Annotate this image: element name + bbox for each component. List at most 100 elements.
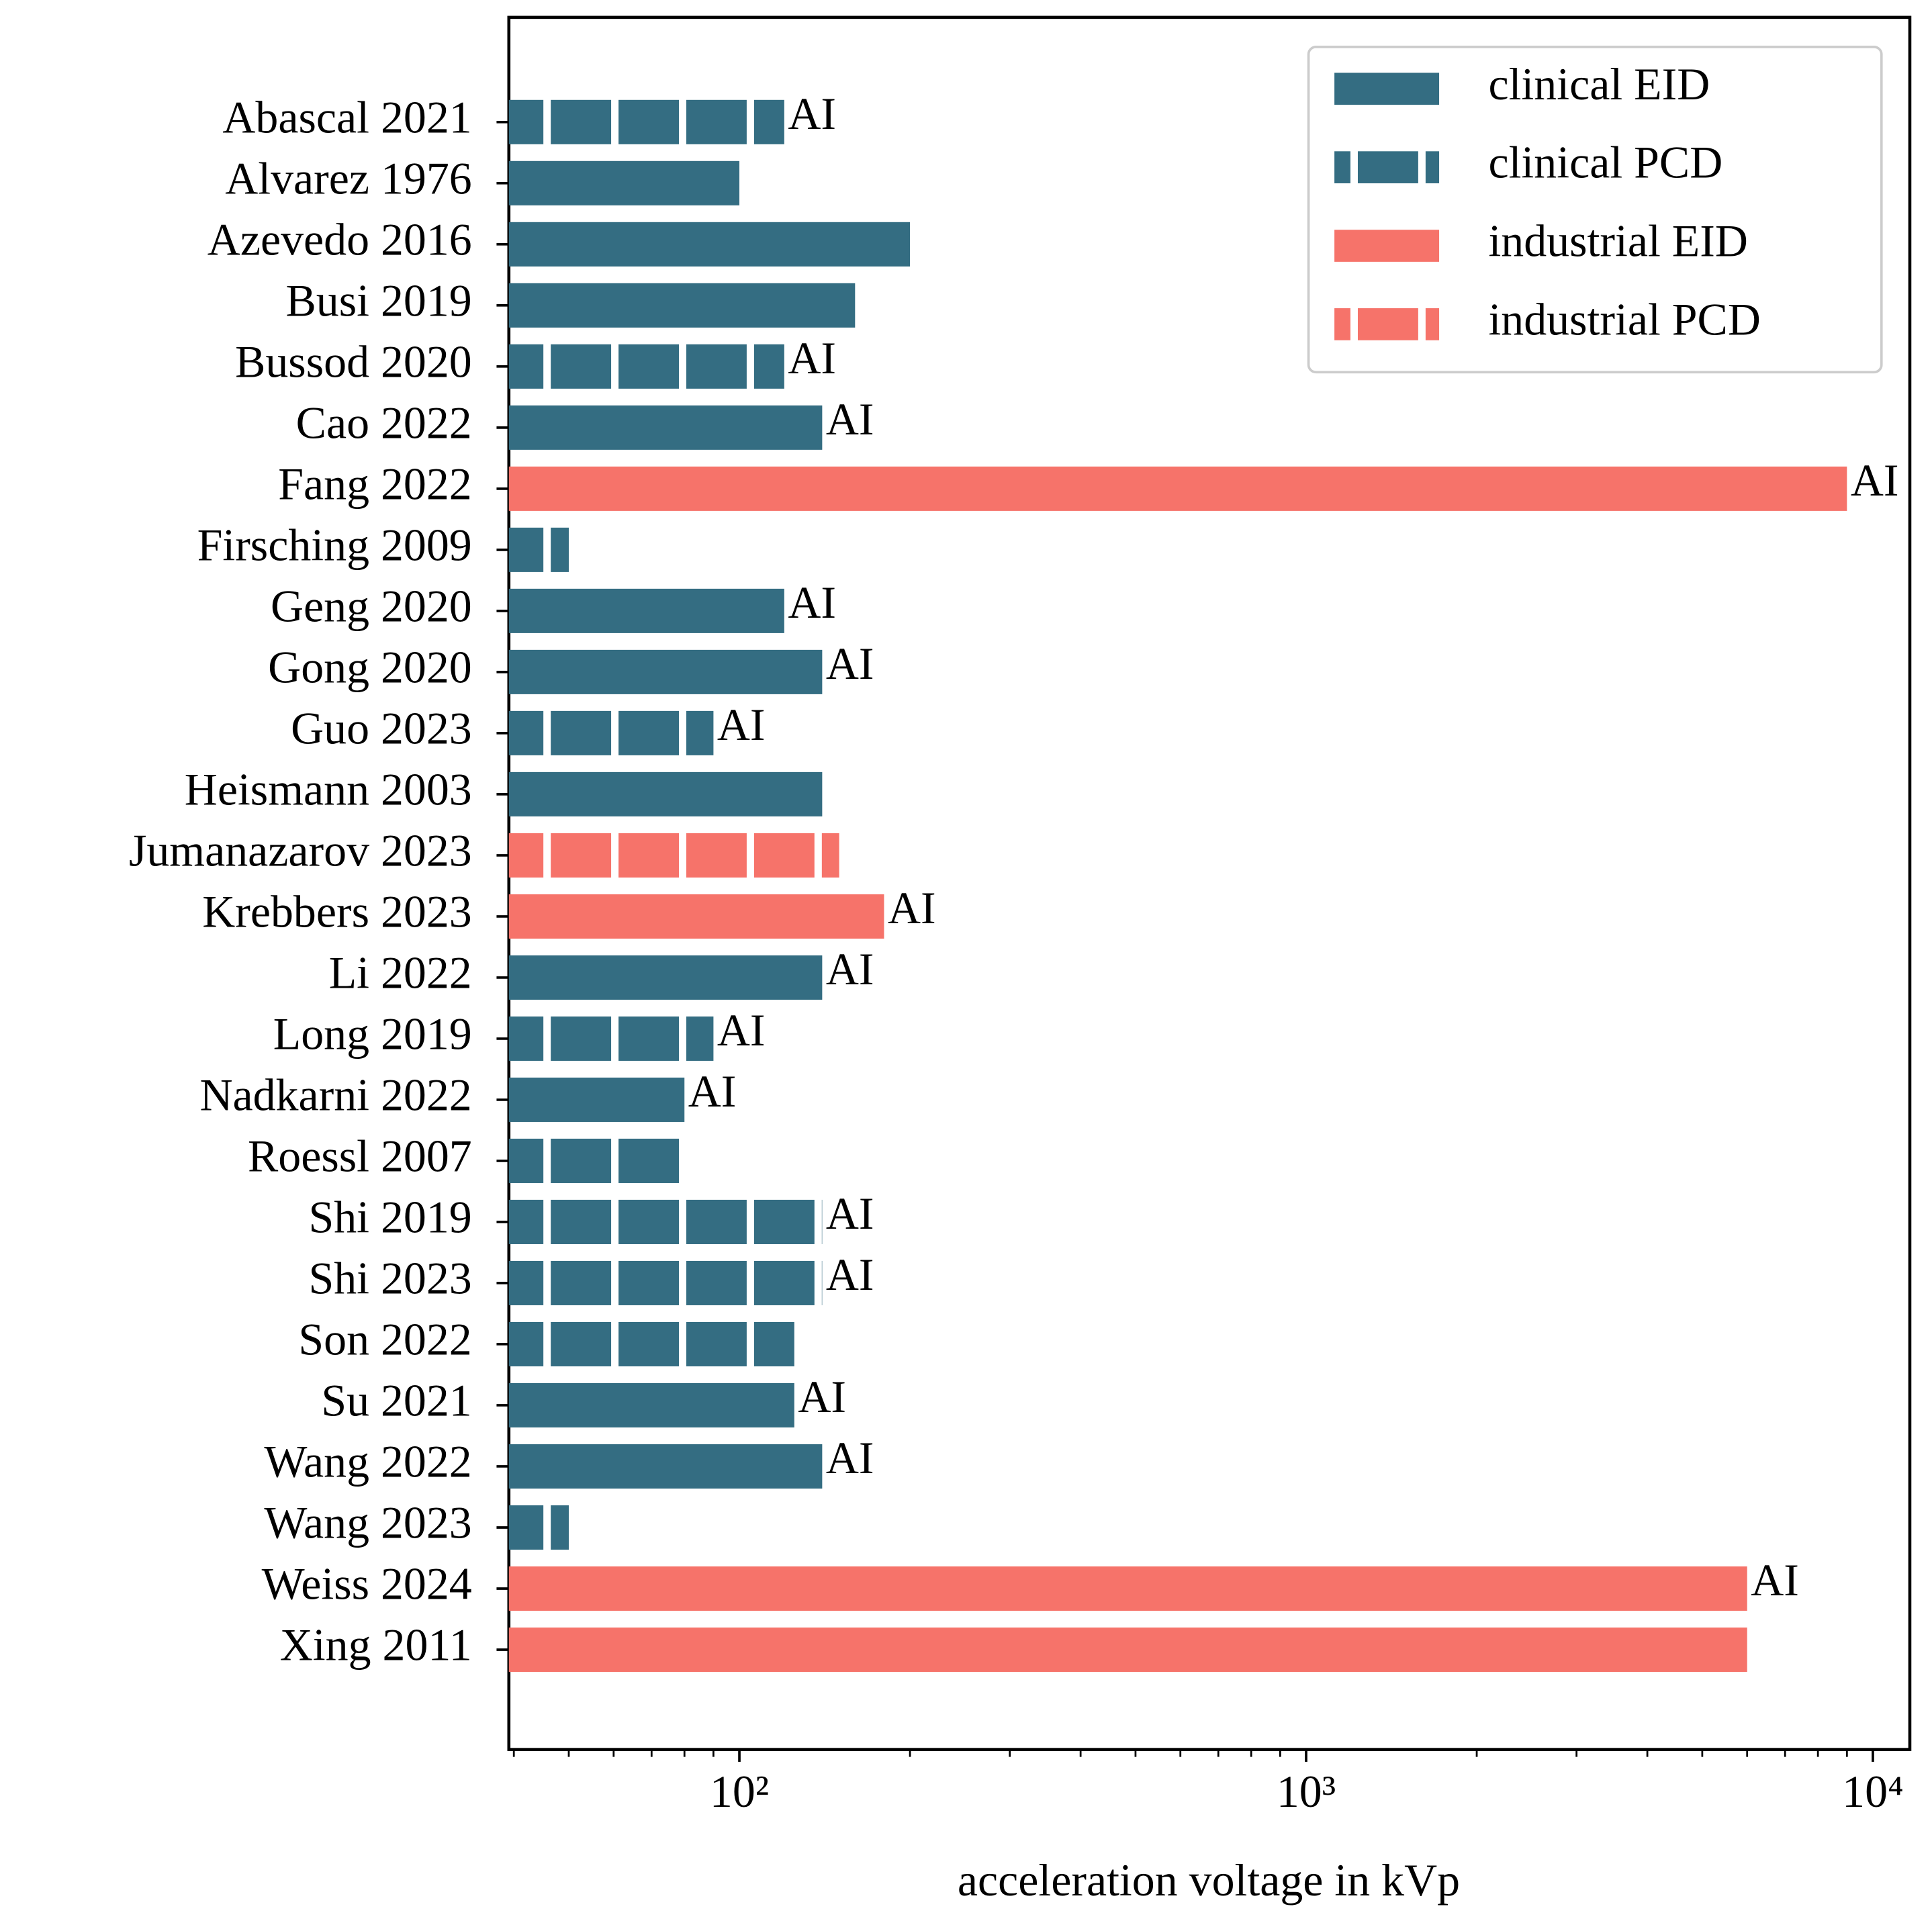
dash-gap [543, 1321, 551, 1368]
bar [508, 1627, 1747, 1673]
dash-gap [543, 1260, 551, 1307]
bar-annotation: AI [1751, 1555, 1799, 1605]
dash-gap [543, 832, 551, 879]
bar-annotation: AI [1851, 455, 1899, 506]
bar-annotation: AI [888, 883, 936, 933]
dash-gap [1418, 150, 1426, 185]
dash-gap [543, 342, 551, 390]
dash-gap [1350, 150, 1358, 185]
dash-gap [678, 1321, 686, 1368]
dash-gap [611, 1321, 619, 1368]
y-tick-label: Li 2022 [329, 947, 472, 998]
bar-annotation: AI [788, 333, 836, 383]
y-tick-label: Cao 2022 [296, 397, 472, 448]
dash-gap [746, 1260, 754, 1307]
dash-gap [678, 1015, 686, 1062]
bar-annotation: AI [717, 1005, 766, 1055]
y-tick-label: Su 2021 [321, 1376, 471, 1426]
y-tick-label: Firsching 2009 [197, 520, 472, 570]
legend-box [1307, 46, 1883, 374]
y-tick-label: Roessl 2007 [248, 1131, 472, 1182]
dash-gap [1350, 307, 1358, 342]
dash-gap [746, 1321, 754, 1368]
bar [508, 833, 839, 878]
bar [508, 771, 823, 816]
dash-gap [611, 98, 619, 146]
x-tick-label: 10² [710, 1767, 769, 1817]
y-tick-label: Guo 2023 [291, 703, 472, 753]
bar [508, 1077, 685, 1122]
bar [508, 1444, 823, 1489]
dash-gap [746, 342, 754, 390]
legend-label: industrial EID [1488, 216, 1747, 267]
bar [508, 1505, 569, 1550]
bar-annotation: AI [688, 1066, 737, 1117]
dash-gap [611, 1137, 619, 1184]
legend-label: industrial PCD [1488, 294, 1760, 344]
dash-gap [611, 710, 619, 757]
y-tick-label: Gong 2020 [268, 642, 472, 692]
x-axis-label: acceleration voltage in kVp [958, 1855, 1460, 1906]
dash-gap [678, 832, 686, 879]
dash-gap [543, 710, 551, 757]
y-tick-label: Long 2019 [273, 1009, 472, 1060]
bar [508, 160, 740, 205]
y-tick-label: Busi 2019 [286, 275, 472, 326]
legend-swatch [1334, 230, 1440, 262]
x-tick-label: 10³ [1277, 1767, 1336, 1817]
x-tick-label: 10⁴ [1842, 1767, 1904, 1817]
dash-gap [678, 1137, 686, 1184]
dash-gap [678, 342, 686, 390]
legend-swatch [1334, 73, 1440, 105]
y-tick-label: Shi 2023 [308, 1254, 471, 1304]
y-tick-label: Wang 2023 [264, 1498, 471, 1548]
y-tick-label: Abascal 2021 [222, 92, 471, 142]
y-tick-label: Heismann 2003 [185, 764, 472, 814]
bar [508, 894, 884, 939]
bar-annotation: AI [826, 394, 874, 444]
bar-annotation: AI [798, 1372, 846, 1422]
dash-gap [543, 1137, 551, 1184]
dash-gap [814, 1198, 822, 1246]
bar [508, 1382, 794, 1427]
dash-gap [611, 1015, 619, 1062]
y-tick-label: Son 2022 [298, 1315, 471, 1365]
bar-annotation: AI [826, 1433, 874, 1483]
plot-frame [507, 15, 1912, 1751]
bar-annotation: AI [717, 700, 766, 750]
y-tick-label: Geng 2020 [271, 581, 472, 631]
dash-gap [814, 832, 822, 879]
y-tick-label: Weiss 2024 [262, 1559, 472, 1609]
y-tick-label: Jumanazarov 2023 [129, 825, 472, 876]
bar-annotation: AI [788, 577, 836, 628]
dash-gap [543, 1504, 551, 1551]
dash-gap [543, 1015, 551, 1062]
dash-gap [814, 1260, 822, 1307]
dash-gap [611, 832, 619, 879]
dash-gap [746, 832, 754, 879]
y-tick-label: Azevedo 2016 [208, 214, 472, 265]
y-tick-label: Bussod 2020 [235, 336, 472, 387]
dash-gap [543, 1198, 551, 1246]
y-tick-label: Krebbers 2023 [202, 886, 471, 937]
dash-gap [678, 710, 686, 757]
bar [508, 344, 784, 389]
y-tick-label: Xing 2011 [280, 1620, 472, 1671]
y-tick-label: Wang 2022 [264, 1437, 471, 1487]
bar-annotation: AI [826, 1250, 874, 1300]
bar-annotation: AI [826, 944, 874, 994]
bar [508, 222, 911, 267]
dash-gap [678, 98, 686, 146]
bar-annotation: AI [788, 89, 836, 139]
y-tick-label: Fang 2022 [278, 459, 471, 509]
bar [508, 955, 823, 1000]
bar-annotation: AI [826, 1188, 874, 1239]
bar [508, 1260, 823, 1305]
bar [508, 527, 569, 572]
y-tick-label: Nadkarni 2022 [199, 1070, 471, 1121]
bar [508, 1138, 685, 1183]
bar [508, 649, 823, 694]
dash-gap [611, 342, 619, 390]
legend-label: clinical EID [1488, 59, 1710, 109]
